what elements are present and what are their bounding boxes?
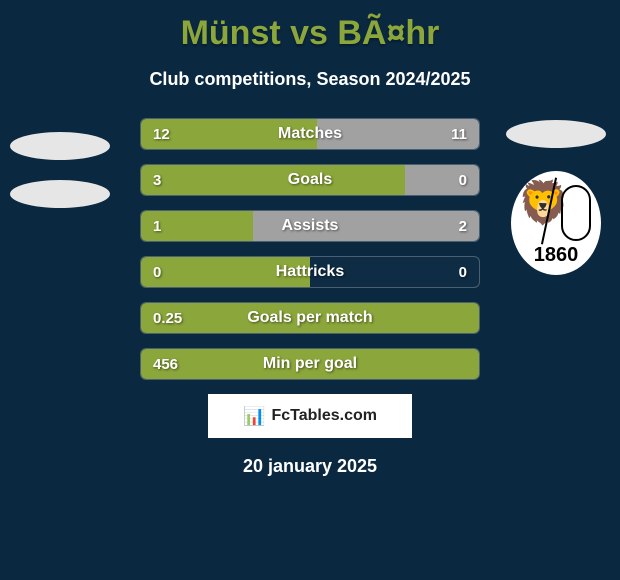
- stat-value-right: 2: [459, 218, 467, 235]
- comparison-subtitle: Club competitions, Season 2024/2025: [0, 69, 620, 90]
- left-player-badge: [10, 120, 110, 220]
- stat-row: 12 Matches 11: [140, 118, 480, 150]
- stat-row: 1 Assists 2: [140, 210, 480, 242]
- right-player-badge: 🦁 1860: [506, 120, 606, 278]
- placeholder-ellipse: [10, 132, 110, 160]
- stat-label: Goals: [141, 171, 479, 189]
- comparison-title: Münst vs BÃ¤hr: [0, 0, 620, 53]
- stat-value-right: 0: [459, 172, 467, 189]
- stat-label: Assists: [141, 217, 479, 235]
- crest-year: 1860: [511, 244, 601, 267]
- stat-label: Matches: [141, 125, 479, 143]
- stat-value-right: 11: [451, 126, 467, 143]
- stat-label: Goals per match: [141, 309, 479, 327]
- stat-label: Min per goal: [141, 355, 479, 373]
- stat-row: 3 Goals 0: [140, 164, 480, 196]
- snapshot-date: 20 january 2025: [0, 456, 620, 477]
- stats-container: 12 Matches 11 3 Goals 0 1 Assists 2 0 Ha…: [140, 118, 480, 380]
- crest-oval: 🦁 1860: [508, 168, 604, 278]
- stat-row: 0.25 Goals per match: [140, 302, 480, 334]
- placeholder-ellipse: [506, 120, 606, 148]
- chart-icon: 📊: [243, 407, 265, 425]
- stat-value-right: 0: [459, 264, 467, 281]
- crest-loop-icon: [561, 185, 591, 241]
- stat-row: 456 Min per goal: [140, 348, 480, 380]
- club-crest: 🦁 1860: [508, 168, 604, 278]
- attribution-text: FcTables.com: [271, 407, 377, 425]
- attribution-banner[interactable]: 📊 FcTables.com: [208, 394, 412, 438]
- stat-row: 0 Hattricks 0: [140, 256, 480, 288]
- stat-label: Hattricks: [141, 263, 479, 281]
- placeholder-ellipse: [10, 180, 110, 208]
